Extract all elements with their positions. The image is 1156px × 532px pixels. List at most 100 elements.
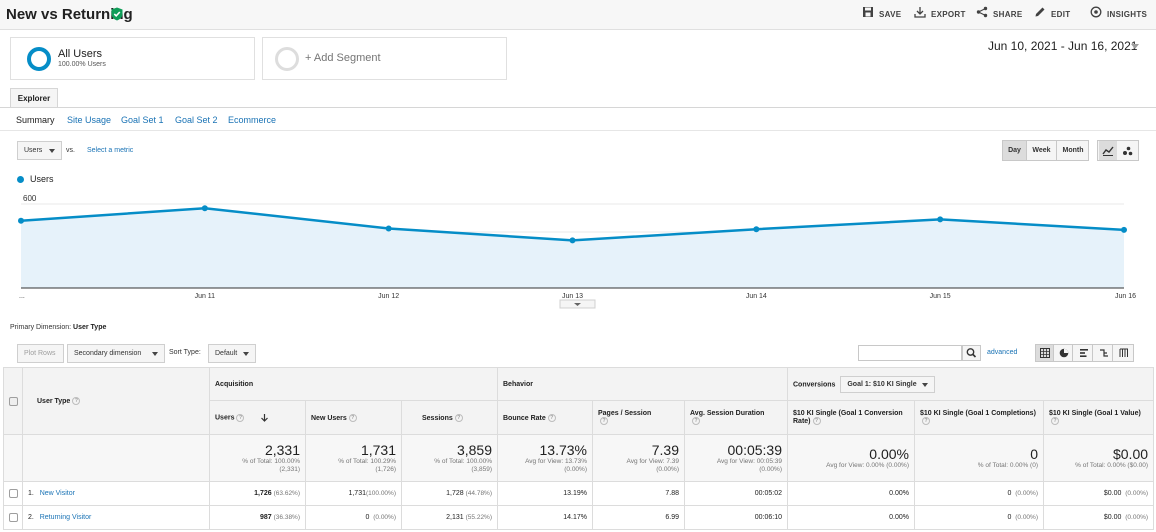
goal-select[interactable]: Goal 1: $10 KI Single <box>840 375 936 393</box>
granularity-month[interactable]: Month <box>1062 147 1084 154</box>
pie-view-icon[interactable] <box>1055 345 1073 361</box>
help-icon[interactable]: ? <box>454 413 463 422</box>
total-sub: (2,331) <box>279 466 300 473</box>
row-bounce-rate: 13.19% <box>497 481 593 506</box>
col-sessions[interactable]: Sessions? <box>401 400 498 435</box>
granularity-week[interactable]: Week <box>1027 141 1057 160</box>
row-goal-completions-pct: (0.00%) <box>1015 490 1038 497</box>
total-value: 1,731 <box>360 442 396 458</box>
subtab-site-usage[interactable]: Site Usage <box>67 115 112 125</box>
data-point <box>569 237 576 244</box>
row-checkbox[interactable] <box>9 513 18 522</box>
row-sessions-pct: (55.22%) <box>465 514 492 521</box>
total-users: 2,331% of Total: 100.00% (2,331) <box>209 434 306 482</box>
subtab-summary[interactable]: Summary <box>16 115 55 125</box>
segment-all-users[interactable]: All Users 100.00% Users <box>10 37 255 80</box>
col-avg-duration[interactable]: Avg. Session Duration? <box>684 400 788 435</box>
segment-name: All Users <box>58 48 103 60</box>
col-goal-value[interactable]: $10 KI Single (Goal 1 Value)? <box>1042 400 1155 435</box>
help-icon[interactable]: ? <box>72 397 81 405</box>
pivot-view-icon[interactable] <box>1115 345 1133 361</box>
row-sessions-value: 1,728 <box>446 490 464 497</box>
metric-select[interactable]: Users <box>17 141 62 160</box>
col-bounce-rate[interactable]: Bounce Rate? <box>497 400 593 435</box>
legend-users-marker <box>17 176 24 183</box>
row-checkbox[interactable] <box>9 489 18 498</box>
row-new-users-value: 0 <box>365 514 370 521</box>
y-tick-label: 600 <box>23 194 37 203</box>
col-new-users[interactable]: New Users? <box>305 400 402 435</box>
help-icon[interactable]: ? <box>922 417 930 425</box>
help-icon[interactable]: ? <box>236 413 245 422</box>
total-value: 3,859 <box>456 442 492 458</box>
table-view-toggle <box>1035 344 1134 362</box>
table-search-input[interactable] <box>858 345 962 361</box>
dimension-header[interactable]: User Type? <box>22 367 210 435</box>
chevron-down-icon[interactable] <box>1131 44 1139 49</box>
total-avg-duration: 00:05:39 Avg for View: 00:05:39 (0.00%) <box>684 434 788 482</box>
select-all-cell <box>3 367 23 435</box>
help-icon[interactable]: ? <box>812 417 821 425</box>
total-sub: Avg for View: 7.39 <box>626 458 679 465</box>
help-icon[interactable]: ? <box>547 413 556 422</box>
add-segment-label: + Add Segment <box>305 52 381 64</box>
performance-view-icon[interactable] <box>1075 345 1093 361</box>
add-segment-button[interactable]: + Add Segment <box>262 37 507 80</box>
subtab-ecommerce[interactable]: Ecommerce <box>228 115 277 125</box>
x-tick-label: ... <box>19 293 25 300</box>
total-pages-session: 7.39 Avg for View: 7.39 (0.00%) <box>592 434 685 482</box>
row-bounce-rate: 14.17% <box>497 505 593 530</box>
help-icon[interactable]: ? <box>600 417 608 425</box>
select-all-checkbox[interactable] <box>9 396 18 406</box>
total-value: 00:05:39 <box>727 442 783 458</box>
motion-chart-icon[interactable] <box>1119 141 1137 160</box>
row-goal-completions: 0 (0.00%) <box>914 481 1044 506</box>
row-goal-completions-pct: (0.00%) <box>1015 514 1038 521</box>
row-dimension-link[interactable]: Returning Visitor <box>39 514 92 521</box>
sort-desc-icon[interactable] <box>260 413 269 422</box>
col-users[interactable]: Users? <box>209 400 306 435</box>
row-dimension-cell: 1. New Visitor <box>22 481 210 506</box>
row-users-pct: (36.38%) <box>273 514 300 521</box>
subtab-goal-set-2[interactable]: Goal Set 2 <box>175 115 218 125</box>
help-icon[interactable]: ? <box>692 417 700 425</box>
area-fill <box>21 208 1124 288</box>
total-sub: % of Total: 0.00% ($0.00) <box>1075 462 1149 469</box>
primary-dimension-value[interactable]: User Type <box>73 324 107 331</box>
col-goal-conversion-rate[interactable]: $10 KI Single (Goal 1 Conversion Rate)? <box>787 400 915 435</box>
col-goal-completions[interactable]: $10 KI Single (Goal 1 Completions)? <box>914 400 1044 435</box>
table-view-icon[interactable] <box>1036 345 1054 361</box>
row-new-users: 1,731(100.00%) <box>305 481 402 506</box>
total-value: 7.39 <box>651 442 679 458</box>
row-index: 2. <box>28 514 34 521</box>
page-title: New vs Returning <box>6 6 133 23</box>
col-new-users-label: New Users <box>311 414 347 422</box>
total-sub: % of Total: 0.00% (0) <box>977 462 1038 469</box>
help-icon[interactable]: ? <box>348 413 357 422</box>
row-new-users-pct: (100.00%) <box>366 490 396 497</box>
line-chart-icon[interactable] <box>1099 141 1117 160</box>
table-row: 2. Returning Visitor 987 (36.38%) 0 (0.0… <box>3 505 1155 530</box>
secondary-dimension-select[interactable]: Secondary dimension <box>67 344 165 363</box>
granularity-day[interactable]: Day <box>1003 141 1027 160</box>
search-button[interactable] <box>962 345 981 361</box>
row-goal-conversion-rate: 0.00% <box>787 481 915 506</box>
row-dimension-link[interactable]: New Visitor <box>39 490 75 497</box>
row-select-cell <box>3 481 23 506</box>
metric-select-value: Users <box>24 147 43 154</box>
advanced-filter-link[interactable]: advanced <box>987 349 1018 356</box>
plot-rows-button[interactable]: Plot Rows <box>17 344 64 363</box>
col-sessions-label: Sessions <box>422 414 453 422</box>
select-metric-link[interactable]: Select a metric <box>87 147 134 154</box>
row-goal-value-pct: (0.00%) <box>1125 490 1149 497</box>
sort-type-select[interactable]: Default <box>208 344 256 363</box>
chevron-down-icon <box>49 149 55 153</box>
date-range-picker[interactable]: Jun 10, 2021 - Jun 16, 2021 <box>988 39 1138 53</box>
subtab-goal-set-1[interactable]: Goal Set 1 <box>121 115 164 125</box>
tab-explorer[interactable]: Explorer <box>10 88 58 108</box>
chevron-down-icon <box>152 352 158 356</box>
comparison-view-icon[interactable] <box>1095 345 1113 361</box>
col-pages-session[interactable]: Pages / Session? <box>592 400 685 435</box>
col-avg-duration-label: Avg. Session Duration <box>690 410 765 417</box>
help-icon[interactable]: ? <box>1051 417 1059 425</box>
